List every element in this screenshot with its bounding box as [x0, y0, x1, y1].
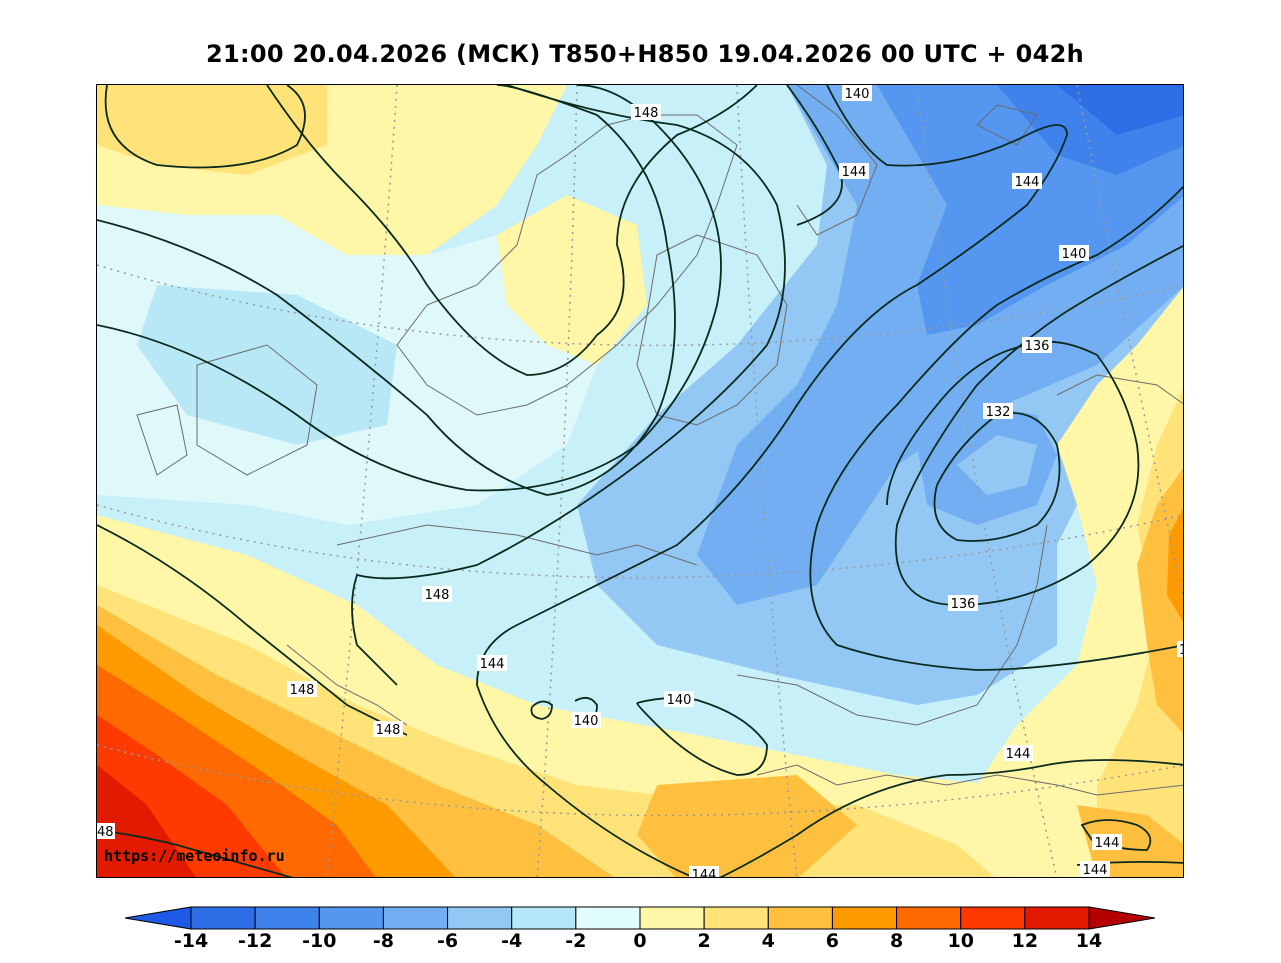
isohypse-label: 144: [839, 163, 869, 180]
svg-text:144: 144: [842, 165, 867, 180]
isohypse-label: 140: [664, 691, 694, 708]
colorbar-tick-label: 10: [947, 930, 974, 952]
colorbar-tick-label: -2: [565, 930, 587, 952]
colorbar-tick-label: 4: [761, 930, 775, 952]
colorbar-tick-label: -12: [237, 930, 273, 952]
svg-text:144: 144: [1083, 863, 1108, 878]
colorbar-over-arrow: [1088, 906, 1155, 930]
svg-text:144: 144: [480, 657, 505, 672]
colorbar-segment: [960, 906, 1026, 930]
colorbar-segment: [575, 906, 641, 930]
svg-text:148: 148: [634, 106, 659, 121]
svg-text:144: 144: [1095, 836, 1120, 851]
svg-text:144: 144: [1006, 747, 1031, 762]
isohypse-label: 144: [1080, 861, 1110, 878]
isohypse-label: 144: [477, 655, 507, 672]
colorbar-segment: [831, 906, 898, 930]
isohypse-label: 144: [689, 866, 719, 878]
colorbar-segment: [1024, 906, 1090, 930]
colorbar-tick-label: 8: [889, 930, 904, 952]
watermark-url: https://meteoinfo.ru: [104, 847, 285, 865]
svg-text:140: 140: [574, 714, 599, 729]
svg-text:136: 136: [951, 597, 976, 612]
weather-map[interactable]: 148 140 144 144 140 136 132 136 148 144 …: [96, 84, 1184, 878]
svg-text:132: 132: [986, 405, 1011, 420]
colorbar-segment: [639, 906, 705, 930]
colorbar-segment: [767, 906, 833, 930]
colorbar-tick-label: 14: [1075, 930, 1103, 952]
isohypse-label: 148: [631, 104, 661, 121]
svg-text:140: 140: [667, 693, 692, 708]
isohypse-label: 48: [97, 823, 115, 840]
colorbar-segment: [896, 906, 962, 930]
colorbar-segment: [511, 906, 577, 930]
colorbar-segment: [703, 906, 769, 930]
colorbar-tick-label: 6: [825, 930, 840, 952]
svg-text:140: 140: [845, 87, 870, 102]
isohypse-label: 140: [1059, 245, 1089, 262]
svg-text:1: 1: [1179, 643, 1184, 658]
isohypse-label: 144: [1003, 745, 1033, 762]
isohypse-label: 144: [1092, 834, 1122, 851]
isohypse-label: 136: [948, 595, 978, 612]
isohypse-label: 140: [842, 85, 872, 102]
colorbar-tick-label: 2: [697, 930, 711, 952]
svg-text:148: 148: [290, 683, 315, 698]
isohypse-label: 140: [571, 712, 601, 729]
isohypse-labels: 148 140 144 144 140 136 132 136 148 144 …: [97, 85, 1184, 878]
colorbar-tick-label: 12: [1011, 930, 1039, 952]
colorbar-under-arrow: [125, 906, 192, 930]
svg-text:48: 48: [97, 825, 114, 840]
colorbar-tick-label: -14: [173, 930, 209, 952]
colorbar-tick-label: -8: [372, 930, 394, 952]
svg-text:136: 136: [1025, 339, 1050, 354]
svg-text:144: 144: [692, 868, 717, 878]
colorbar-tick-label: 0: [633, 930, 647, 952]
colorbar-tick-label: -10: [302, 930, 337, 952]
isohypse-label: 148: [287, 681, 317, 698]
colorbar-ticks: -14 -12 -10 -8 -6 -4 -2 0 2 4 6 8 10 12 14: [0, 930, 1281, 956]
colorbar-segment: [318, 906, 384, 930]
colorbar-tick-label: -6: [437, 930, 459, 952]
colorbar-segment: [254, 906, 320, 930]
isohypse-label: 136: [1022, 337, 1052, 354]
graticule: [97, 85, 1183, 877]
svg-text:144: 144: [1015, 175, 1040, 190]
svg-text:148: 148: [425, 588, 450, 603]
svg-text:140: 140: [1062, 247, 1087, 262]
isohypse-label: 148: [373, 721, 403, 738]
isohypse-label: 144: [1012, 173, 1042, 190]
colorbar: [125, 906, 1155, 930]
svg-text:148: 148: [376, 723, 401, 738]
isohypse-label: 132: [983, 403, 1013, 420]
colorbar-segment: [447, 906, 513, 930]
colorbar-segment: [382, 906, 449, 930]
isohypse-label: 1: [1177, 641, 1184, 658]
isohypse-label: 148: [422, 586, 452, 603]
colorbar-tick-label: -4: [501, 930, 523, 952]
chart-title: 21:00 20.04.2026 (МСК) T850+H850 19.04.2…: [206, 40, 1084, 68]
isohypses: [97, 85, 1183, 877]
colorbar-segment: [190, 906, 256, 930]
